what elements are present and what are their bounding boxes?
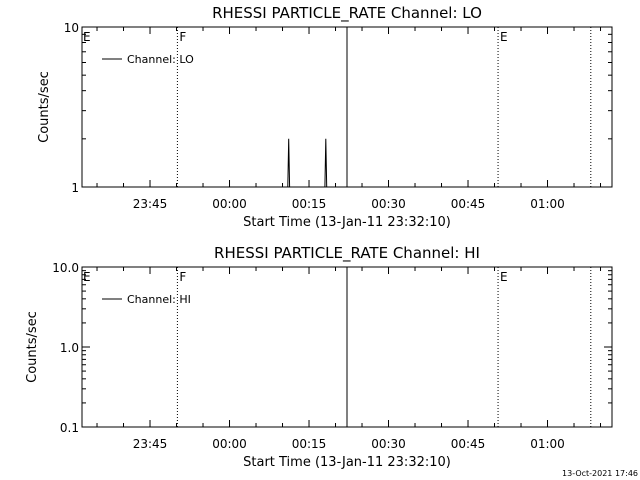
x-tick-label: 23:45 [133, 197, 168, 211]
event-marker-label: E [500, 270, 508, 284]
y-tick-label: 1.0 [60, 341, 79, 355]
legend-label: Channel: HI [127, 293, 191, 306]
event-marker-label: E [500, 30, 508, 44]
x-tick-label: 00:30 [371, 197, 406, 211]
x-tick-label: 01:00 [530, 197, 565, 211]
chart-title: RHESSI PARTICLE_RATE Channel: HI [214, 244, 480, 263]
x-tick-label: 00:15 [292, 437, 327, 451]
x-axis-label: Start Time (13-Jan-11 23:32:10) [243, 455, 451, 470]
series-line [286, 138, 329, 188]
y-tick-label: 1 [71, 181, 79, 195]
edge-marker-label: E [83, 270, 91, 284]
edge-marker-label: E [83, 30, 91, 44]
y-tick-label: 0.1 [60, 421, 79, 435]
x-tick-label: 00:45 [451, 437, 486, 451]
chart-title: RHESSI PARTICLE_RATE Channel: LO [212, 4, 482, 23]
event-marker-label: F [179, 30, 186, 44]
x-tick-label: 00:45 [451, 197, 486, 211]
x-tick-label: 01:00 [530, 437, 565, 451]
y-axis-label: Counts/sec [37, 71, 52, 143]
x-tick-label: 00:00 [212, 197, 247, 211]
timestamp-stamp: 13-Oct-2021 17:46 [562, 469, 638, 478]
x-tick-label: 23:45 [133, 437, 168, 451]
chart-panel-hi: RHESSI PARTICLE_RATE Channel: HI 23:45 00:… [25, 244, 613, 470]
y-tick-label: 10.0 [52, 261, 79, 275]
x-tick-label: 00:15 [292, 197, 327, 211]
legend-label: Channel: LO [127, 53, 194, 66]
x-tick-label: 00:30 [371, 437, 406, 451]
x-tick-label: 00:00 [212, 437, 247, 451]
event-marker-label: F [179, 270, 186, 284]
y-tick-label: 10 [64, 21, 79, 35]
y-axis-label: Counts/sec [25, 311, 40, 383]
chart-panel-lo: RHESSI PARTICLE_RATE Channel: LO 23:45 00:… [37, 4, 613, 230]
x-axis-label: Start Time (13-Jan-11 23:32:10) [243, 215, 451, 230]
